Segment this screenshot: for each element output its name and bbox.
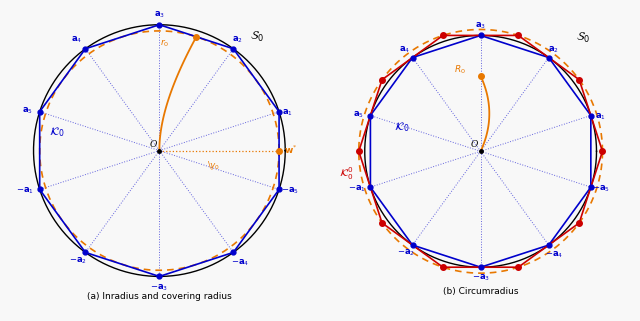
Text: $-\mathbf{a}_{5}$: $-\mathbf{a}_{5}$ bbox=[592, 183, 611, 194]
Text: $\mathcal{K}_0^0$: $\mathcal{K}_0^0$ bbox=[339, 165, 354, 182]
Text: $\backslash\gamma_0$: $\backslash\gamma_0$ bbox=[207, 160, 220, 172]
Text: $\mathbf{a}_{3}$: $\mathbf{a}_{3}$ bbox=[154, 9, 165, 20]
Text: $-\mathbf{a}_{3}$: $-\mathbf{a}_{3}$ bbox=[150, 282, 168, 293]
Text: $r_0$: $r_0$ bbox=[160, 37, 170, 49]
Text: $\mathcal{S}_0$: $\mathcal{S}_0$ bbox=[575, 31, 590, 45]
Text: $\mathcal{K}_0$: $\mathcal{K}_0$ bbox=[49, 126, 64, 139]
Text: $-\mathbf{a}_{2}$: $-\mathbf{a}_{2}$ bbox=[69, 256, 87, 266]
Text: $-\mathbf{a}_{1}$: $-\mathbf{a}_{1}$ bbox=[348, 183, 365, 194]
Text: $\mathcal{K}_0$: $\mathcal{K}_0$ bbox=[394, 120, 409, 134]
Text: (b) Circumradius: (b) Circumradius bbox=[443, 287, 518, 296]
Text: $-\mathbf{a}_{3}$: $-\mathbf{a}_{3}$ bbox=[472, 273, 490, 283]
Text: $\mathbf{a}_{1}$: $\mathbf{a}_{1}$ bbox=[595, 111, 605, 122]
Text: $R_0$: $R_0$ bbox=[454, 64, 466, 76]
Text: $-\mathbf{a}_{2}$: $-\mathbf{a}_{2}$ bbox=[397, 248, 415, 258]
Text: $-\mathbf{a}_{4}$: $-\mathbf{a}_{4}$ bbox=[545, 249, 564, 260]
Text: O: O bbox=[470, 140, 477, 149]
Text: $-\mathbf{a}_{4}$: $-\mathbf{a}_{4}$ bbox=[230, 257, 249, 268]
Text: $\mathcal{S}_0$: $\mathcal{S}_0$ bbox=[250, 30, 264, 44]
Text: $\mathbf{a}_{5}$: $\mathbf{a}_{5}$ bbox=[353, 109, 364, 120]
Text: O: O bbox=[149, 140, 157, 149]
Text: $\mathbf{a}_{3}$: $\mathbf{a}_{3}$ bbox=[475, 21, 486, 31]
Text: $\mathbf{a}_{2}$: $\mathbf{a}_{2}$ bbox=[548, 44, 559, 55]
Text: $\mathbf{a}_{4}$: $\mathbf{a}_{4}$ bbox=[71, 35, 82, 45]
Text: $\mathbf{a}_{1}$: $\mathbf{a}_{1}$ bbox=[282, 108, 293, 118]
Text: $\mathbf{a}_{2}$: $\mathbf{a}_{2}$ bbox=[232, 35, 243, 45]
Text: (a) Inradius and covering radius: (a) Inradius and covering radius bbox=[87, 291, 232, 300]
Text: $-\mathbf{a}_{1}$: $-\mathbf{a}_{1}$ bbox=[15, 186, 33, 196]
Text: $\mathbf{a}_{5}$: $\mathbf{a}_{5}$ bbox=[22, 105, 33, 116]
Text: $-\mathbf{a}_{5}$: $-\mathbf{a}_{5}$ bbox=[282, 186, 300, 196]
Text: $\mathbf{w}^{*}$: $\mathbf{w}^{*}$ bbox=[284, 143, 298, 156]
Text: $\mathbf{a}_{4}$: $\mathbf{a}_{4}$ bbox=[399, 44, 410, 55]
